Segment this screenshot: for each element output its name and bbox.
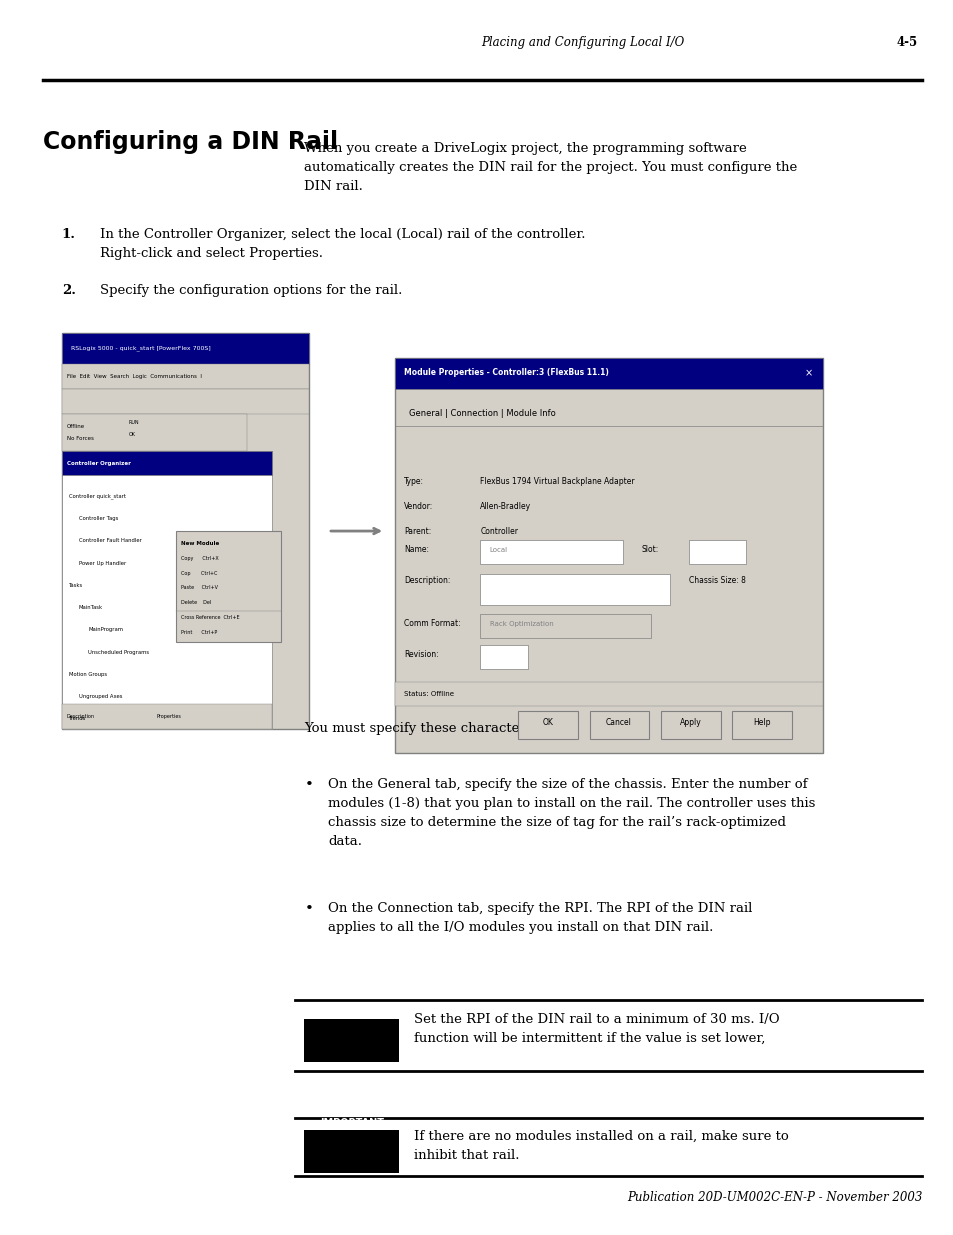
FancyBboxPatch shape bbox=[479, 645, 527, 669]
Text: Placing and Configuring Local I/O: Placing and Configuring Local I/O bbox=[481, 36, 684, 49]
Text: Controller Tags: Controller Tags bbox=[79, 516, 118, 521]
Text: In the Controller Organizer, select the local (Local) rail of the controller.
Ri: In the Controller Organizer, select the … bbox=[100, 228, 585, 261]
Text: Name:: Name: bbox=[404, 545, 429, 555]
FancyBboxPatch shape bbox=[479, 614, 651, 638]
Text: Controller Fault Handler: Controller Fault Handler bbox=[79, 538, 142, 543]
Text: Tasks: Tasks bbox=[70, 583, 84, 588]
Text: Slot:: Slot: bbox=[641, 545, 659, 555]
FancyBboxPatch shape bbox=[731, 711, 791, 739]
Text: You must specify these characteristics:: You must specify these characteristics: bbox=[304, 722, 564, 736]
Text: Cop       Ctrl+C: Cop Ctrl+C bbox=[180, 571, 217, 576]
Text: Vendor:: Vendor: bbox=[404, 501, 433, 511]
Text: IMPORTANT: IMPORTANT bbox=[319, 1118, 383, 1129]
Text: If there are no modules installed on a rail, make sure to
inhibit that rail.: If there are no modules installed on a r… bbox=[414, 1130, 787, 1162]
FancyBboxPatch shape bbox=[62, 364, 309, 389]
Text: MainTask: MainTask bbox=[79, 605, 103, 610]
Text: Parent:: Parent: bbox=[404, 526, 431, 536]
FancyBboxPatch shape bbox=[304, 1019, 399, 1062]
Text: Offline: Offline bbox=[67, 424, 85, 429]
Text: File  Edit  View  Search  Logic  Communications  I: File Edit View Search Logic Communicatio… bbox=[67, 374, 201, 379]
Text: Delete    Del: Delete Del bbox=[180, 600, 211, 605]
Text: Chassis Size: 8: Chassis Size: 8 bbox=[689, 576, 745, 585]
Text: On the General tab, specify the size of the chassis. Enter the number of
modules: On the General tab, specify the size of … bbox=[328, 778, 815, 848]
FancyBboxPatch shape bbox=[395, 358, 821, 753]
FancyBboxPatch shape bbox=[62, 451, 272, 729]
FancyBboxPatch shape bbox=[62, 451, 272, 475]
Text: Set the RPI of the DIN rail to a minimum of 30 ms. I/O
function will be intermit: Set the RPI of the DIN rail to a minimum… bbox=[414, 1013, 779, 1045]
Text: MainProgram: MainProgram bbox=[89, 627, 123, 632]
Text: Revision:: Revision: bbox=[404, 650, 438, 659]
Text: Cross Reference  Ctrl+E: Cross Reference Ctrl+E bbox=[180, 615, 239, 620]
Text: Power Up Handler: Power Up Handler bbox=[79, 561, 126, 566]
Text: Module Properties - Controller:3 (FlexBus 11.1): Module Properties - Controller:3 (FlexBu… bbox=[404, 368, 608, 378]
Text: When you create a DriveLogix project, the programming software
automatically cre: When you create a DriveLogix project, th… bbox=[304, 142, 797, 193]
Text: Cancel: Cancel bbox=[605, 718, 631, 727]
Text: Print      Ctrl+P: Print Ctrl+P bbox=[180, 630, 216, 635]
Text: New Module: New Module bbox=[180, 541, 218, 546]
Text: Rack Optimization: Rack Optimization bbox=[489, 621, 553, 626]
Text: Help: Help bbox=[752, 718, 770, 727]
Text: Type:: Type: bbox=[404, 477, 424, 487]
Text: FlexBus 1794 Virtual Backplane Adapter: FlexBus 1794 Virtual Backplane Adapter bbox=[479, 477, 634, 487]
Text: OK: OK bbox=[541, 718, 553, 727]
Text: Local: Local bbox=[489, 547, 507, 552]
Text: Controller: Controller bbox=[479, 526, 517, 536]
Text: 4-5: 4-5 bbox=[896, 36, 917, 49]
FancyBboxPatch shape bbox=[395, 358, 821, 389]
FancyBboxPatch shape bbox=[62, 333, 309, 364]
Text: Publication 20D-UM002C-EN-P - November 2003: Publication 20D-UM002C-EN-P - November 2… bbox=[626, 1191, 922, 1204]
FancyBboxPatch shape bbox=[62, 414, 247, 451]
Text: Controller Organizer: Controller Organizer bbox=[67, 461, 131, 466]
Text: Apply: Apply bbox=[679, 718, 700, 727]
Text: ×: × bbox=[803, 368, 811, 378]
Text: Properties: Properties bbox=[156, 714, 182, 719]
Text: RSLogix 5000 - quick_start [PowerFlex 700S]: RSLogix 5000 - quick_start [PowerFlex 70… bbox=[71, 346, 211, 351]
FancyBboxPatch shape bbox=[175, 531, 280, 642]
Text: Configuring a DIN Rail: Configuring a DIN Rail bbox=[43, 130, 337, 153]
Text: Ungrouped Axes: Ungrouped Axes bbox=[79, 694, 122, 699]
Text: No Forces: No Forces bbox=[67, 436, 93, 441]
Text: Allen-Bradley: Allen-Bradley bbox=[479, 501, 531, 511]
Text: RUN: RUN bbox=[129, 420, 139, 425]
Text: General | Connection | Module Info: General | Connection | Module Info bbox=[409, 409, 555, 419]
Text: IMPORTANT: IMPORTANT bbox=[319, 1002, 383, 1011]
Text: Motion Groups: Motion Groups bbox=[70, 672, 108, 677]
FancyBboxPatch shape bbox=[479, 540, 622, 564]
Text: 2.: 2. bbox=[62, 284, 75, 298]
FancyBboxPatch shape bbox=[589, 711, 649, 739]
Text: Unscheduled Programs: Unscheduled Programs bbox=[89, 650, 150, 655]
FancyBboxPatch shape bbox=[660, 711, 720, 739]
Text: Description:: Description: bbox=[404, 576, 450, 585]
FancyBboxPatch shape bbox=[479, 574, 670, 605]
Text: Paste     Ctrl+V: Paste Ctrl+V bbox=[180, 585, 217, 590]
FancyBboxPatch shape bbox=[689, 540, 745, 564]
Text: On the Connection tab, specify the RPI. The RPI of the DIN rail
applies to all t: On the Connection tab, specify the RPI. … bbox=[328, 902, 752, 934]
Text: OK: OK bbox=[129, 432, 135, 437]
Text: Trends: Trends bbox=[70, 716, 87, 721]
FancyBboxPatch shape bbox=[395, 682, 821, 706]
Text: Specify the configuration options for the rail.: Specify the configuration options for th… bbox=[100, 284, 402, 298]
FancyBboxPatch shape bbox=[62, 704, 272, 729]
Text: •: • bbox=[304, 902, 313, 915]
FancyBboxPatch shape bbox=[62, 333, 309, 729]
Text: Controller quick_start: Controller quick_start bbox=[70, 494, 127, 499]
FancyBboxPatch shape bbox=[62, 389, 309, 414]
Text: Status: Offline: Status: Offline bbox=[404, 692, 454, 697]
Text: Description: Description bbox=[67, 714, 94, 719]
Text: •: • bbox=[304, 778, 313, 792]
Text: 1.: 1. bbox=[62, 228, 75, 242]
FancyBboxPatch shape bbox=[517, 711, 578, 739]
FancyBboxPatch shape bbox=[304, 1130, 399, 1173]
Text: Copy      Ctrl+X: Copy Ctrl+X bbox=[180, 556, 218, 561]
Text: Comm Format:: Comm Format: bbox=[404, 619, 460, 629]
